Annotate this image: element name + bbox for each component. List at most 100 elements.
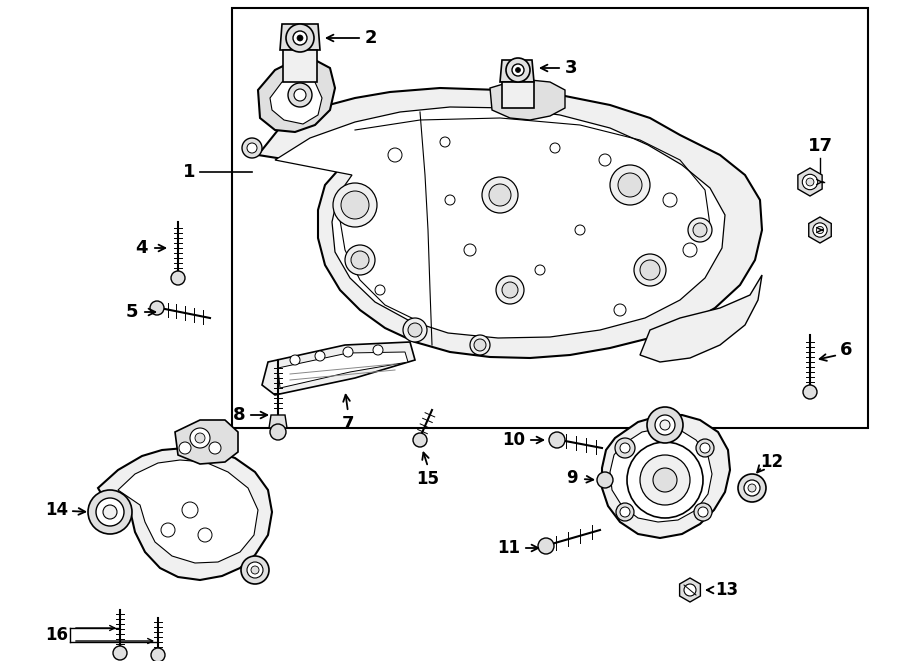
Circle shape <box>341 191 369 219</box>
Circle shape <box>506 58 530 82</box>
Circle shape <box>816 226 824 233</box>
Circle shape <box>242 138 262 158</box>
Circle shape <box>161 523 175 537</box>
Circle shape <box>748 484 756 492</box>
Text: 12: 12 <box>760 453 783 471</box>
Polygon shape <box>490 80 565 120</box>
Circle shape <box>683 243 697 257</box>
Circle shape <box>195 433 205 443</box>
Polygon shape <box>98 448 272 580</box>
Circle shape <box>343 347 353 357</box>
Polygon shape <box>269 415 287 428</box>
Circle shape <box>190 428 210 448</box>
Circle shape <box>806 178 814 186</box>
Text: 14: 14 <box>45 501 68 519</box>
Circle shape <box>640 455 690 505</box>
Polygon shape <box>175 420 238 464</box>
Circle shape <box>614 304 626 316</box>
Circle shape <box>512 64 524 76</box>
Circle shape <box>627 442 703 518</box>
Circle shape <box>286 24 314 52</box>
Circle shape <box>802 175 818 190</box>
Circle shape <box>663 193 677 207</box>
Circle shape <box>247 562 263 578</box>
Circle shape <box>113 646 127 660</box>
Circle shape <box>684 584 696 596</box>
Circle shape <box>653 468 677 492</box>
Text: 7: 7 <box>342 415 355 433</box>
Circle shape <box>198 528 212 542</box>
Polygon shape <box>275 107 725 338</box>
Text: 10: 10 <box>502 431 525 449</box>
Polygon shape <box>262 342 415 395</box>
Circle shape <box>408 323 422 337</box>
Circle shape <box>647 407 683 443</box>
Circle shape <box>474 339 486 351</box>
Text: 11: 11 <box>497 539 520 557</box>
Polygon shape <box>258 60 335 132</box>
Circle shape <box>803 385 817 399</box>
Circle shape <box>502 282 518 298</box>
Circle shape <box>413 433 427 447</box>
Circle shape <box>640 260 660 280</box>
Text: 17: 17 <box>807 137 833 155</box>
Polygon shape <box>809 217 832 243</box>
Circle shape <box>464 244 476 256</box>
Circle shape <box>744 480 760 496</box>
Circle shape <box>293 31 307 45</box>
Circle shape <box>496 276 524 304</box>
Polygon shape <box>270 76 322 124</box>
Polygon shape <box>283 50 317 82</box>
Text: 5: 5 <box>125 303 138 321</box>
Circle shape <box>655 415 675 435</box>
Text: 15: 15 <box>417 470 439 488</box>
Circle shape <box>290 355 300 365</box>
Circle shape <box>179 442 191 454</box>
Circle shape <box>270 424 286 440</box>
Circle shape <box>247 143 257 153</box>
Text: 1: 1 <box>183 163 195 181</box>
Circle shape <box>597 472 613 488</box>
Polygon shape <box>610 428 712 522</box>
Polygon shape <box>602 415 730 538</box>
Polygon shape <box>640 275 762 362</box>
Circle shape <box>103 505 117 519</box>
Circle shape <box>538 538 554 554</box>
Circle shape <box>171 271 185 285</box>
Text: 8: 8 <box>232 406 245 424</box>
Circle shape <box>660 420 670 430</box>
Polygon shape <box>502 82 534 108</box>
Circle shape <box>700 443 710 453</box>
Circle shape <box>813 223 827 237</box>
Circle shape <box>373 345 383 355</box>
Circle shape <box>333 183 377 227</box>
Circle shape <box>738 474 766 502</box>
Polygon shape <box>232 8 868 428</box>
Circle shape <box>693 223 707 237</box>
Circle shape <box>634 254 666 286</box>
Circle shape <box>470 335 490 355</box>
Text: 2: 2 <box>365 29 377 47</box>
Circle shape <box>150 301 164 315</box>
Circle shape <box>482 177 518 213</box>
Circle shape <box>445 195 455 205</box>
Circle shape <box>698 507 708 517</box>
Text: 9: 9 <box>566 469 578 487</box>
Circle shape <box>182 502 198 518</box>
Circle shape <box>516 67 520 73</box>
Circle shape <box>345 245 375 275</box>
Circle shape <box>615 438 635 458</box>
Circle shape <box>549 432 565 448</box>
Circle shape <box>288 83 312 107</box>
Circle shape <box>96 498 124 526</box>
Circle shape <box>315 351 325 361</box>
Circle shape <box>440 137 450 147</box>
Polygon shape <box>258 88 762 358</box>
Text: 6: 6 <box>840 341 852 359</box>
Circle shape <box>688 218 712 242</box>
Circle shape <box>241 556 269 584</box>
Polygon shape <box>118 460 258 563</box>
Text: 16: 16 <box>45 626 68 644</box>
Circle shape <box>388 148 402 162</box>
Circle shape <box>209 442 221 454</box>
